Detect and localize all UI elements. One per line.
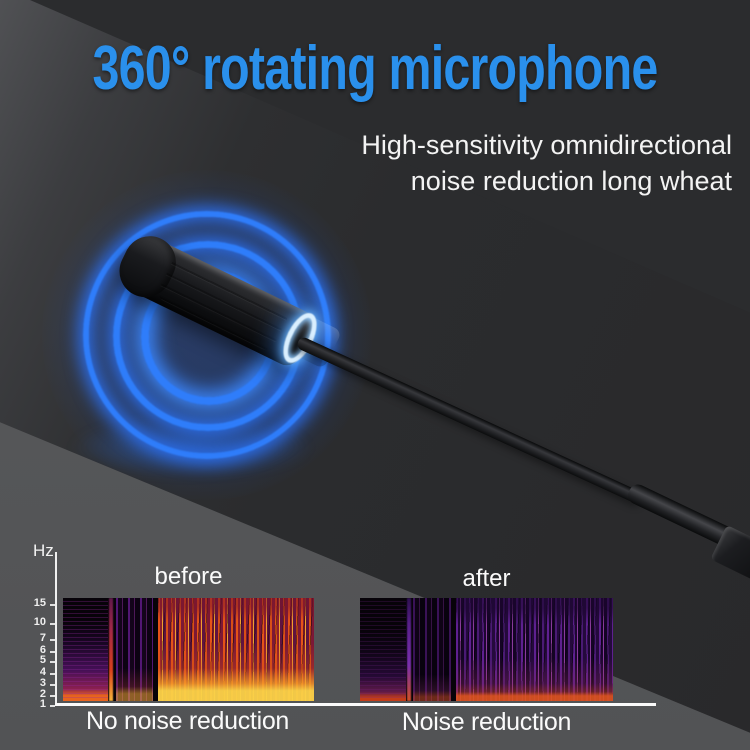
spectrogram-before	[63, 598, 314, 701]
spectrogram-after-transient-streak	[406, 598, 411, 701]
spectrogram-before-noise-zone	[158, 598, 314, 701]
after-label: after	[462, 565, 511, 592]
before-label: before	[154, 563, 223, 590]
page-title: 360° rotating microphone	[92, 34, 659, 103]
spectrogram-after-low-energy-zone	[360, 598, 406, 701]
y-tick-6: 6	[16, 644, 55, 656]
y-tick-5: 5	[16, 654, 55, 666]
caption-no-noise-reduction: No noise reduction	[85, 707, 290, 735]
spectrogram-after-residual-zone	[456, 598, 613, 701]
x-axis-line	[55, 703, 656, 706]
caption-noise-reduction: Noise reduction	[401, 708, 572, 736]
page-subtitle: High-sensitivity omnidirectional noise r…	[361, 127, 732, 199]
subtitle-line-1: High-sensitivity omnidirectional	[361, 130, 732, 160]
y-tick-7: 7	[16, 632, 55, 644]
y-axis-line	[55, 552, 57, 705]
sound-wave-ring-outer-icon	[83, 211, 331, 459]
spectrogram-before-transient-streak	[109, 598, 114, 701]
y-tick-2: 2	[16, 688, 55, 700]
y-tick-3: 3	[16, 677, 55, 689]
spectrogram-after-mid-zone	[413, 598, 452, 701]
y-tick-4: 4	[16, 666, 55, 678]
subtitle-line-2: noise reduction long wheat	[410, 166, 732, 196]
y-tick-10: 10	[16, 616, 55, 628]
spectrogram-after	[360, 598, 613, 701]
y-tick-1: 1	[16, 698, 55, 710]
y-tick-15: 15	[16, 597, 55, 609]
spectrogram-before-low-energy-zone	[63, 598, 109, 701]
y-axis-unit-label: Hz	[33, 541, 54, 560]
spectrogram-before-mid-zone	[115, 598, 154, 701]
